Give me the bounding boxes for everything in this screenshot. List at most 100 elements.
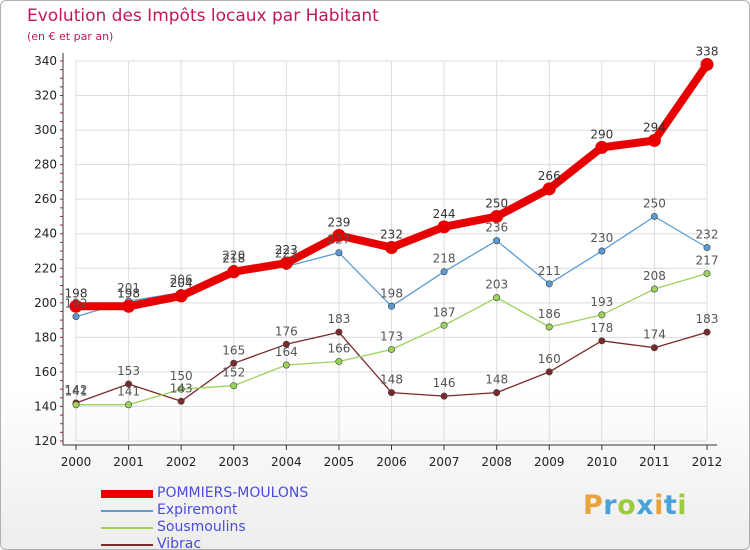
data-point (72, 401, 80, 409)
data-point (279, 256, 293, 270)
data-point (493, 294, 501, 302)
x-tick-label: 2001 (113, 455, 144, 469)
data-label: 206 (170, 272, 193, 286)
x-tick-label: 2002 (166, 455, 197, 469)
y-tick-label: 280 (34, 158, 57, 172)
logo-letter: o (617, 490, 637, 521)
data-label: 187 (433, 305, 456, 319)
data-point (647, 133, 661, 147)
data-point (332, 228, 346, 242)
data-label: 266 (538, 169, 561, 183)
x-tick-label: 2000 (61, 455, 92, 469)
data-point (493, 237, 501, 245)
data-point (335, 249, 343, 257)
data-point (440, 268, 448, 276)
data-point (69, 299, 83, 313)
y-tick-label: 120 (34, 434, 57, 448)
data-label: 338 (696, 44, 719, 58)
legend-label: Vibrac (157, 536, 202, 550)
data-point (72, 313, 80, 321)
data-label: 152 (222, 366, 245, 380)
data-label: 244 (433, 207, 456, 221)
data-point (174, 289, 188, 303)
data-label: 153 (117, 364, 140, 378)
data-label: 176 (275, 324, 298, 338)
y-tick-label: 320 (34, 89, 57, 103)
chart-subtitle: (en € et par an) (27, 30, 114, 43)
data-label: 204 (170, 276, 193, 290)
data-point (122, 299, 136, 313)
data-label: 160 (538, 352, 561, 366)
data-label: 183 (327, 312, 350, 326)
y-tick-label: 340 (34, 54, 57, 68)
x-tick-label: 2010 (587, 455, 618, 469)
data-label: 150 (170, 369, 193, 383)
data-label: 250 (643, 196, 666, 210)
x-tick-label: 2007 (429, 455, 460, 469)
data-point (650, 344, 658, 352)
data-label: 183 (696, 312, 719, 326)
data-label: 174 (643, 328, 666, 342)
data-point (230, 359, 238, 367)
y-tick-label: 200 (34, 296, 57, 310)
data-label: 192 (65, 297, 88, 311)
data-point (440, 392, 448, 400)
data-point (230, 382, 238, 390)
x-tick-label: 2004 (271, 455, 302, 469)
data-label: 203 (485, 278, 508, 292)
data-label: 198 (380, 286, 403, 300)
data-label: 141 (65, 385, 88, 399)
data-point (177, 385, 185, 393)
x-tick-label: 2011 (639, 455, 670, 469)
x-tick-label: 2008 (481, 455, 512, 469)
y-tick-label: 180 (34, 330, 57, 344)
data-point (598, 311, 606, 319)
proxiti-logo: Proxiti (583, 490, 687, 521)
logo-letter: P (583, 490, 604, 521)
data-point (703, 328, 711, 336)
data-label: 146 (433, 376, 456, 390)
data-point (545, 280, 553, 288)
data-point (387, 345, 395, 353)
legend-swatch (101, 544, 153, 546)
data-point (440, 321, 448, 329)
logo-letter: i (654, 490, 664, 521)
data-point (542, 182, 556, 196)
data-point (227, 265, 241, 279)
data-point (703, 244, 711, 252)
data-point (387, 302, 395, 310)
data-label: 148 (380, 373, 403, 387)
data-label: 166 (327, 342, 350, 356)
x-tick-label: 2003 (218, 455, 249, 469)
data-label: 173 (380, 329, 403, 343)
data-label: 208 (643, 269, 666, 283)
data-point (545, 323, 553, 331)
data-point (387, 389, 395, 397)
data-label: 223 (275, 243, 298, 257)
data-label: 164 (275, 345, 298, 359)
data-label: 143 (170, 381, 193, 395)
data-point (493, 389, 501, 397)
x-tick-label: 2009 (534, 455, 565, 469)
legend-swatch (101, 527, 153, 529)
data-point (595, 140, 609, 154)
data-point (335, 358, 343, 366)
data-point (282, 340, 290, 348)
data-label: 142 (65, 383, 88, 397)
data-point (335, 328, 343, 336)
data-point (490, 209, 504, 223)
data-label: 186 (538, 307, 561, 321)
data-label: 198 (65, 286, 88, 300)
data-label: 250 (485, 196, 508, 210)
data-point (703, 269, 711, 277)
data-point (598, 247, 606, 255)
legend-swatch (101, 490, 153, 498)
y-tick-label: 300 (34, 123, 57, 137)
legend-label: Expiremont (157, 502, 238, 518)
data-label: 294 (643, 120, 666, 134)
logo-letter: i (677, 490, 688, 521)
data-point (700, 57, 714, 71)
data-label: 217 (696, 253, 719, 267)
